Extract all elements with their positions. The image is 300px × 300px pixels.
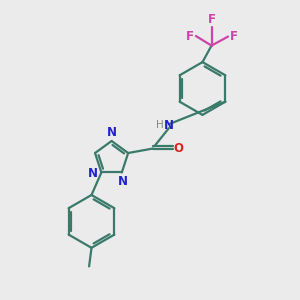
- Text: N: N: [88, 167, 98, 180]
- Text: F: F: [230, 30, 238, 43]
- Text: F: F: [208, 13, 215, 26]
- Text: O: O: [173, 142, 184, 155]
- Text: F: F: [186, 29, 194, 43]
- Text: N: N: [107, 126, 117, 139]
- Text: N: N: [164, 118, 174, 132]
- Text: H: H: [156, 120, 164, 130]
- Text: N: N: [118, 176, 128, 188]
